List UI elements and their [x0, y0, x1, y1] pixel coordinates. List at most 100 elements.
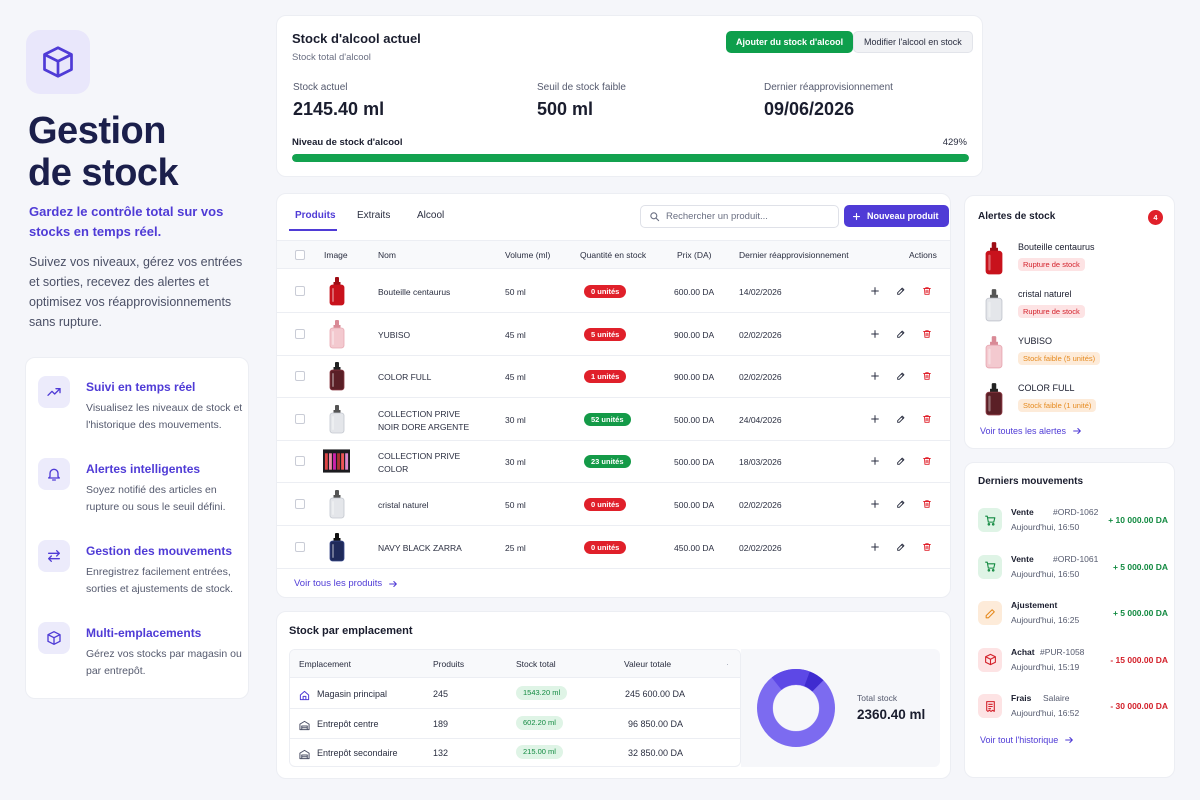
edit-alcohol-button[interactable]: Modifier l'alcool en stock: [853, 31, 973, 53]
movement-ref: #ORD-1061: [1053, 553, 1099, 564]
col-volume: Volume (ml): [505, 250, 551, 260]
alert-item[interactable]: COLOR FULL Stock faible (1 unité): [978, 380, 1168, 420]
table-row[interactable]: COLOR FULL 45 ml 1 unités 900.00 DA 02/02/20…: [277, 355, 950, 399]
table-row[interactable]: NAVY BLACK ZARRA 25 ml 0 unités 450.00 DA 02…: [277, 526, 950, 569]
feature-title: Gestion des mouvements: [86, 544, 233, 558]
table-row[interactable]: Bouteille centaurus 50 ml 0 unités 600.00 D…: [277, 270, 950, 313]
product-image: [982, 382, 1006, 416]
col-products: Produits: [433, 659, 465, 669]
tab-alcool[interactable]: Alcool: [417, 210, 445, 221]
movement-date: Aujourd'hui, 15:19: [1011, 661, 1080, 672]
donut-inner-ring: [772, 684, 820, 732]
movement-ref: #PUR-1058: [1040, 646, 1085, 657]
add-stock-icon[interactable]: [869, 413, 881, 425]
see-all-products-link[interactable]: Voir tous les produits: [294, 578, 398, 589]
donut-segment: [757, 669, 835, 747]
location-row[interactable]: Magasin principal 245 1543.20 ml 245 600.00…: [290, 679, 740, 709]
card-title: Stock par emplacement: [289, 625, 413, 637]
edit-icon[interactable]: [895, 370, 907, 382]
movement-item[interactable]: Achat #PUR-1058 Aujourd'hui, 15:19 - 15 000…: [978, 645, 1168, 677]
location-value: 245 600.00 DA: [625, 689, 686, 699]
col-more: ·: [726, 659, 729, 669]
alert-product-name: cristal naturel: [1018, 289, 1072, 299]
movement-date: Aujourd'hui, 16:52: [1011, 708, 1080, 718]
location-row[interactable]: Entrepôt centre 189 602.20 ml 96 850.00 DA: [290, 709, 740, 739]
see-all-alerts-link[interactable]: Voir toutes les alertes: [980, 426, 1082, 436]
location-row[interactable]: Entrepôt secondaire 132 215.00 ml 32 850.00…: [290, 738, 740, 766]
alert-item[interactable]: YUBISO Stock faible (5 unités): [978, 333, 1168, 373]
product-image: [327, 276, 347, 311]
movement-type: Vente: [1011, 507, 1034, 517]
delete-icon[interactable]: [921, 285, 933, 297]
tab-extraits[interactable]: Extraits: [357, 210, 391, 221]
table-row[interactable]: COLLECTION PRIVE COLOR 30 ml 23 unités 500.0…: [277, 440, 950, 484]
plus-icon: [852, 212, 861, 220]
tab-produits[interactable]: Produits: [295, 210, 336, 221]
level-progress-fill: [292, 154, 969, 162]
delete-icon[interactable]: [921, 370, 933, 382]
add-stock-icon[interactable]: [869, 285, 881, 297]
edit-icon[interactable]: [895, 413, 907, 425]
add-stock-icon[interactable]: [869, 455, 881, 467]
warehouse-icon: [299, 718, 310, 736]
edit-icon[interactable]: [895, 455, 907, 467]
row-checkbox[interactable]: [295, 286, 305, 296]
stock-qty-badge: 0 unités: [584, 498, 627, 511]
stock-qty-badge: 5 unités: [584, 327, 627, 341]
product-image: [327, 489, 347, 524]
edit-icon[interactable]: [895, 328, 907, 340]
product-name-line2: NOIR DORE ARGENTE: [378, 421, 470, 432]
alert-item[interactable]: cristal naturel Rupture de stock: [978, 286, 1168, 326]
edit-icon[interactable]: [895, 285, 907, 297]
stock-alerts-card: Alertes de stock 4 Bouteille centaurus Ru…: [964, 195, 1175, 449]
product-name: COLLECTION PRIVE: [378, 451, 461, 462]
new-product-button[interactable]: Nouveau produit: [844, 205, 949, 227]
alert-item[interactable]: Bouteille centaurus Rupture de stock: [978, 239, 1168, 279]
row-checkbox[interactable]: [295, 413, 305, 424]
movement-item[interactable]: Frais Salaire Aujourd'hui, 16:52 - 30 000.0…: [978, 691, 1168, 723]
row-checkbox[interactable]: [295, 371, 305, 382]
table-row[interactable]: cristal naturel 50 ml 0 unités 500.00 DA 02/…: [277, 483, 950, 526]
edit-icon[interactable]: [895, 498, 907, 510]
add-alcohol-button[interactable]: Ajouter du stock d'alcool: [726, 31, 854, 53]
product-price: 500.00 DA: [674, 500, 715, 510]
see-history-link[interactable]: Voir tout l'historique: [980, 735, 1074, 745]
card-title: Stock d'alcool actuel: [292, 31, 421, 46]
add-stock-icon[interactable]: [869, 541, 881, 553]
movement-item[interactable]: Vente #ORD-1062 Aujourd'hui, 16:50 + 10 000…: [978, 505, 1168, 537]
location-name: Entrepôt secondaire: [317, 748, 398, 758]
col-stock: Stock total: [516, 659, 556, 669]
row-checkbox[interactable]: [295, 456, 305, 467]
movement-item[interactable]: Vente #ORD-1061 Aujourd'hui, 16:50 + 5 000.…: [978, 552, 1168, 584]
movement-type: Vente: [1011, 553, 1034, 564]
movement-item[interactable]: Ajustement Aujourd'hui, 16:25 + 5 000.00 D…: [978, 598, 1168, 630]
add-stock-icon[interactable]: [869, 328, 881, 340]
total-stock-value: 2360.40 ml: [857, 707, 926, 722]
row-checkbox[interactable]: [295, 328, 305, 339]
product-image: [327, 532, 347, 567]
delete-icon[interactable]: [921, 541, 933, 553]
delete-icon[interactable]: [921, 328, 933, 340]
location-name: Entrepôt centre: [317, 718, 379, 729]
product-image: [982, 241, 1006, 275]
stock-qty-badge: 1 unités: [584, 370, 627, 384]
add-stock-icon[interactable]: [869, 498, 881, 510]
alert-product-name: Bouteille centaurus: [1018, 242, 1095, 252]
select-all-checkbox[interactable]: [295, 250, 305, 260]
feature-desc: Visualisez les niveaux de stock et l'his…: [86, 402, 243, 431]
table-row[interactable]: YUBISO 45 ml 5 unités 900.00 DA 02/02/2026: [277, 313, 950, 356]
movement-date: Aujourd'hui, 16:50: [1011, 568, 1080, 579]
delete-icon[interactable]: [921, 498, 933, 510]
metric-current: Stock actuel 2145.40 ml: [293, 82, 385, 119]
add-stock-icon[interactable]: [869, 370, 881, 382]
edit-icon[interactable]: [895, 541, 907, 553]
delete-icon[interactable]: [921, 413, 933, 425]
alert-product-name: YUBISO: [1018, 336, 1053, 346]
stock-qty-badge: 52 unités: [584, 412, 631, 426]
location-value: 96 850.00 DA: [628, 718, 684, 729]
row-checkbox[interactable]: [295, 541, 305, 552]
row-checkbox[interactable]: [295, 499, 305, 509]
table-row[interactable]: COLLECTION PRIVE NOIR DORE ARGENTE 30 ml 52…: [277, 398, 950, 441]
delete-icon[interactable]: [921, 455, 933, 467]
search-input[interactable]: [666, 211, 826, 222]
